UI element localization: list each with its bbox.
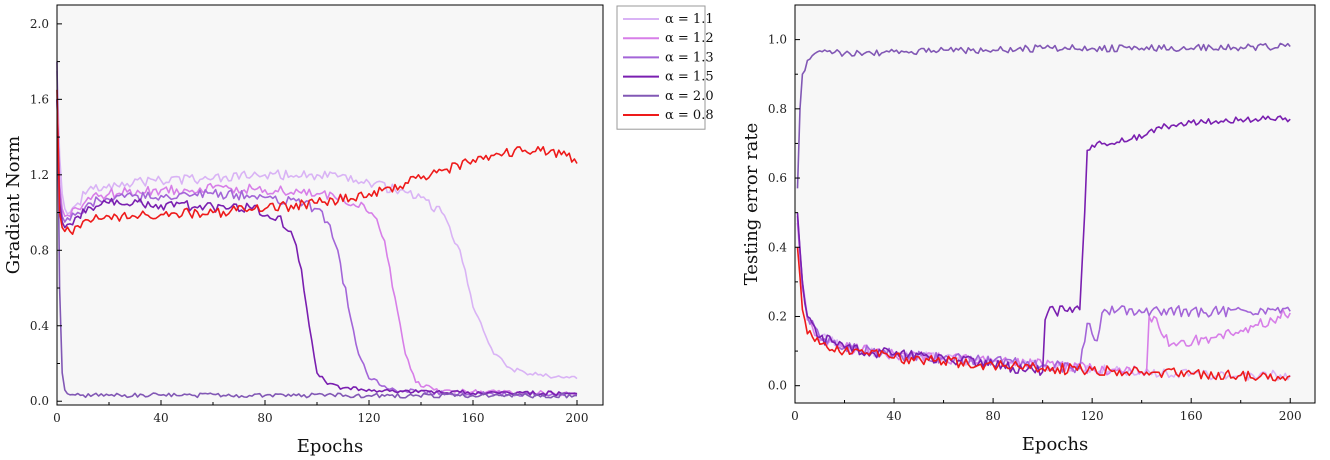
- x-axis-title: Epochs: [1022, 434, 1088, 455]
- plot-frame: [794, 4, 1316, 404]
- series-line-3: [796, 115, 1291, 376]
- series-line-3: [56, 99, 578, 397]
- x-tick-label: 200: [1279, 409, 1302, 423]
- legend-label: α = 1.2: [665, 31, 714, 46]
- x-tick-label: 120: [1081, 409, 1104, 423]
- y-tick-label: 0.2: [768, 309, 787, 323]
- series-line-0: [56, 70, 578, 380]
- x-tick-label: 0: [791, 409, 799, 423]
- y-axis-title: Gradient Norm: [3, 136, 24, 274]
- y-tick-label: 0.8: [768, 102, 787, 116]
- y-tick-label: 0.6: [768, 171, 787, 185]
- x-tick-label: 40: [153, 411, 168, 425]
- series-line-5: [56, 89, 578, 235]
- series-line-4: [796, 42, 1291, 189]
- x-axis-title: Epochs: [297, 436, 363, 457]
- y-tick-label: 0.4: [768, 240, 787, 254]
- x-tick-label: 80: [257, 411, 272, 425]
- legend-label: α = 1.5: [665, 70, 714, 85]
- x-tick-label: 120: [358, 411, 381, 425]
- plot-area: [57, 5, 603, 405]
- legend-label: α = 1.1: [665, 12, 714, 27]
- legend-box: [616, 5, 706, 130]
- y-tick-label: 0.0: [768, 379, 787, 393]
- y-tick-label: 0.0: [30, 394, 49, 408]
- series-line-4: [56, 61, 577, 399]
- y-tick-label: 1.6: [30, 92, 49, 106]
- legend-label: α = 1.3: [665, 50, 714, 65]
- plot-area: [795, 5, 1315, 403]
- y-tick-label: 1.2: [30, 168, 49, 182]
- x-tick-label: 80: [985, 409, 1000, 423]
- legend-label: α = 0.8: [665, 108, 714, 123]
- y-axis-title: Testing error rate: [741, 123, 762, 286]
- x-tick-label: 40: [886, 409, 901, 423]
- x-tick-label: 200: [566, 411, 589, 425]
- chart-legend: α = 1.1 α = 1.2 α = 1.3 α = 1.5 α = 2.0 α = 0…: [616, 5, 714, 130]
- y-tick-label: 0.4: [30, 319, 49, 333]
- series-line-2: [56, 99, 578, 397]
- x-tick-label: 0: [53, 411, 61, 425]
- y-tick-label: 2.0: [30, 17, 49, 31]
- y-tick-label: 0.8: [30, 243, 49, 257]
- series-line-5: [796, 247, 1291, 382]
- testing-error-chart: 0 40 80 120 160 200 0.0 0.2 0.4 0.6 0.8 1.0 Epochs Te…: [741, 4, 1316, 455]
- x-tick-label: 160: [462, 411, 485, 425]
- legend-label: α = 2.0: [665, 89, 714, 104]
- y-tick-label: 1.0: [768, 33, 787, 47]
- gradient-norm-chart: 0 40 80 120 160 200 0.0 0.4 0.8 1.2 1.6 2.0 Epochs Gr…: [3, 4, 604, 457]
- x-tick-label: 160: [1180, 409, 1203, 423]
- plot-frame: [56, 4, 604, 406]
